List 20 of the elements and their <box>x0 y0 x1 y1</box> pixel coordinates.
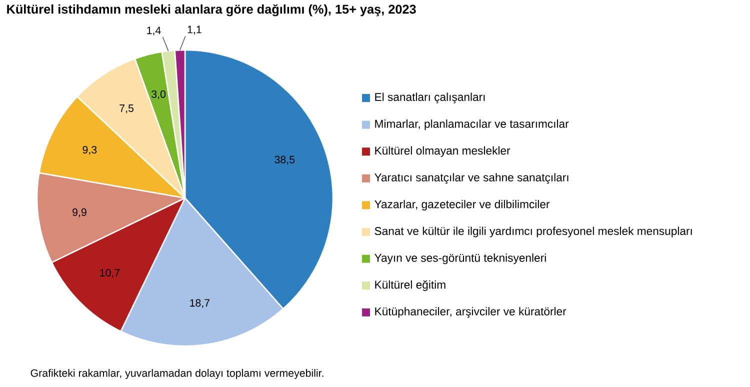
legend-label: Yaratıcı sanatçılar ve sahne sanatçıları <box>374 173 568 184</box>
data-label: 10,7 <box>100 269 120 278</box>
legend-label: El sanatları çalışanları <box>375 92 485 104</box>
data-label: 7,5 <box>120 104 134 114</box>
data-label: 1,4 <box>147 26 161 36</box>
chart-title: Kültürel istihdamın mesleki alanlara göre dağılımı (%), 15+ yaş, 2023 <box>7 4 416 16</box>
legend-label: Yayın ve ses-görüntü teknisyenleri <box>374 254 546 264</box>
legend-label: Kültürel eğitim <box>375 280 446 291</box>
legend-label: Yazarlar, gazeteciler ve dilbilimciler <box>374 200 550 210</box>
data-label: 1,1 <box>188 26 202 34</box>
data-label: 18,7 <box>190 299 210 308</box>
legend-label: Kültürel olmayan meslekler <box>375 146 510 157</box>
data-label: 38,5 <box>274 156 295 165</box>
data-label: 9,3 <box>82 146 97 155</box>
legend-label: Mimarlar, planlamacılar ve tasarımcılar <box>375 120 569 130</box>
text: Grafikteki rakamlar, yuvarlamadan dolayı toplamı vermeyebilir. <box>30 369 324 379</box>
data-label: 3,0 <box>152 90 166 100</box>
data-label: 9,9 <box>72 208 86 218</box>
legend-label: Kütüphaneciler, arşivciler ve küratörler <box>375 307 566 318</box>
legend-label: Sanat ve kültür ile ilgili yardımcı profesyonel meslek mensupları <box>374 226 692 238</box>
